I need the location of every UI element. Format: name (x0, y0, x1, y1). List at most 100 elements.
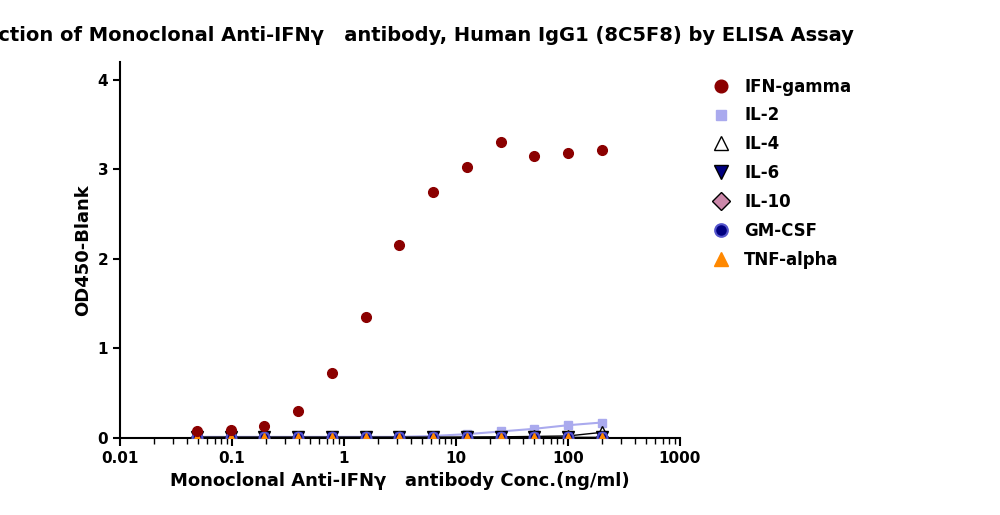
IL-2 (326, 434, 338, 440)
GM-CSF (360, 434, 372, 440)
IFN-gamma (258, 423, 270, 429)
IL-6 (258, 434, 270, 440)
GM-CSF (225, 434, 237, 440)
IL-10 (596, 435, 608, 441)
IFN-gamma (225, 426, 237, 433)
GM-CSF (393, 434, 405, 440)
IL-10 (528, 435, 540, 441)
IL-10 (562, 435, 574, 441)
Line: IFN-gamma: IFN-gamma (192, 138, 607, 436)
GM-CSF (528, 434, 540, 440)
IL-10 (258, 435, 270, 441)
Line: GM-CSF: GM-CSF (192, 433, 607, 442)
IL-2 (562, 422, 574, 428)
IL-10 (225, 435, 237, 441)
IL-4 (393, 434, 405, 440)
IFN-gamma (292, 408, 304, 414)
IL-6 (360, 434, 372, 440)
GM-CSF (326, 434, 338, 440)
IL-6 (393, 434, 405, 440)
IL-10 (191, 435, 203, 441)
TNF-alpha (326, 436, 338, 442)
TNF-alpha (427, 436, 439, 442)
TNF-alpha (191, 436, 203, 442)
IL-6 (427, 434, 439, 440)
TNF-alpha (360, 436, 372, 442)
IL-2 (393, 434, 405, 440)
IL-2 (258, 434, 270, 440)
Line: IL-10: IL-10 (192, 433, 607, 443)
TNF-alpha (461, 436, 473, 442)
IL-4 (596, 430, 608, 436)
GM-CSF (495, 434, 507, 440)
IL-2 (495, 428, 507, 435)
Y-axis label: OD450-Blank: OD450-Blank (74, 184, 92, 316)
IL-2 (360, 434, 372, 440)
Line: IL-2: IL-2 (193, 418, 606, 441)
GM-CSF (596, 434, 608, 440)
IFN-gamma (191, 428, 203, 435)
TNF-alpha (596, 436, 608, 442)
IL-6 (292, 434, 304, 440)
GM-CSF (258, 434, 270, 440)
IL-4 (495, 434, 507, 440)
IL-2 (225, 434, 237, 440)
IFN-gamma (427, 188, 439, 195)
IL-4 (292, 434, 304, 440)
IL-10 (326, 435, 338, 441)
IL-6 (562, 434, 574, 440)
IFN-gamma (393, 242, 405, 248)
IL-4 (258, 434, 270, 440)
TNF-alpha (495, 436, 507, 442)
IL-4 (326, 434, 338, 440)
IL-2 (292, 434, 304, 440)
IFN-gamma (562, 150, 574, 156)
IL-4 (528, 433, 540, 439)
IL-2 (528, 426, 540, 432)
IL-10 (495, 435, 507, 441)
IL-10 (292, 435, 304, 441)
GM-CSF (191, 434, 203, 440)
IL-2 (596, 419, 608, 425)
IL-10 (427, 435, 439, 441)
IL-6 (461, 434, 473, 440)
IL-4 (427, 434, 439, 440)
IL-4 (191, 434, 203, 440)
GM-CSF (427, 434, 439, 440)
IL-2 (191, 434, 203, 440)
IL-10 (393, 435, 405, 441)
IL-2 (461, 431, 473, 437)
IL-6 (326, 434, 338, 440)
Legend: IFN-gamma, IL-2, IL-4, IL-6, IL-10, GM-CSF, TNF-alpha: IFN-gamma, IL-2, IL-4, IL-6, IL-10, GM-C… (711, 78, 851, 269)
TNF-alpha (225, 436, 237, 442)
Line: TNF-alpha: TNF-alpha (192, 433, 607, 444)
IL-4 (461, 434, 473, 440)
IFN-gamma (461, 164, 473, 170)
GM-CSF (461, 434, 473, 440)
IFN-gamma (360, 314, 372, 320)
IL-4 (360, 434, 372, 440)
IL-6 (596, 434, 608, 440)
IL-6 (191, 434, 203, 440)
IL-10 (461, 435, 473, 441)
IFN-gamma (528, 153, 540, 159)
Line: IL-6: IL-6 (192, 432, 607, 443)
TNF-alpha (562, 436, 574, 442)
IL-6 (528, 434, 540, 440)
IL-6 (225, 434, 237, 440)
Line: IL-4: IL-4 (192, 427, 607, 443)
TNF-alpha (292, 436, 304, 442)
IL-2 (427, 433, 439, 439)
IL-10 (360, 435, 372, 441)
IL-4 (562, 433, 574, 439)
X-axis label: Monoclonal Anti-IFNγ   antibody Conc.(ng/ml): Monoclonal Anti-IFNγ antibody Conc.(ng/m… (170, 472, 630, 489)
Title: Detection of Monoclonal Anti-IFNγ   antibody, Human IgG1 (8C5F8) by ELISA Assay: Detection of Monoclonal Anti-IFNγ antibo… (0, 26, 854, 45)
IFN-gamma (326, 370, 338, 376)
IL-6 (495, 434, 507, 440)
GM-CSF (292, 434, 304, 440)
TNF-alpha (258, 436, 270, 442)
IFN-gamma (495, 139, 507, 145)
TNF-alpha (393, 436, 405, 442)
TNF-alpha (528, 436, 540, 442)
IFN-gamma (596, 146, 608, 152)
